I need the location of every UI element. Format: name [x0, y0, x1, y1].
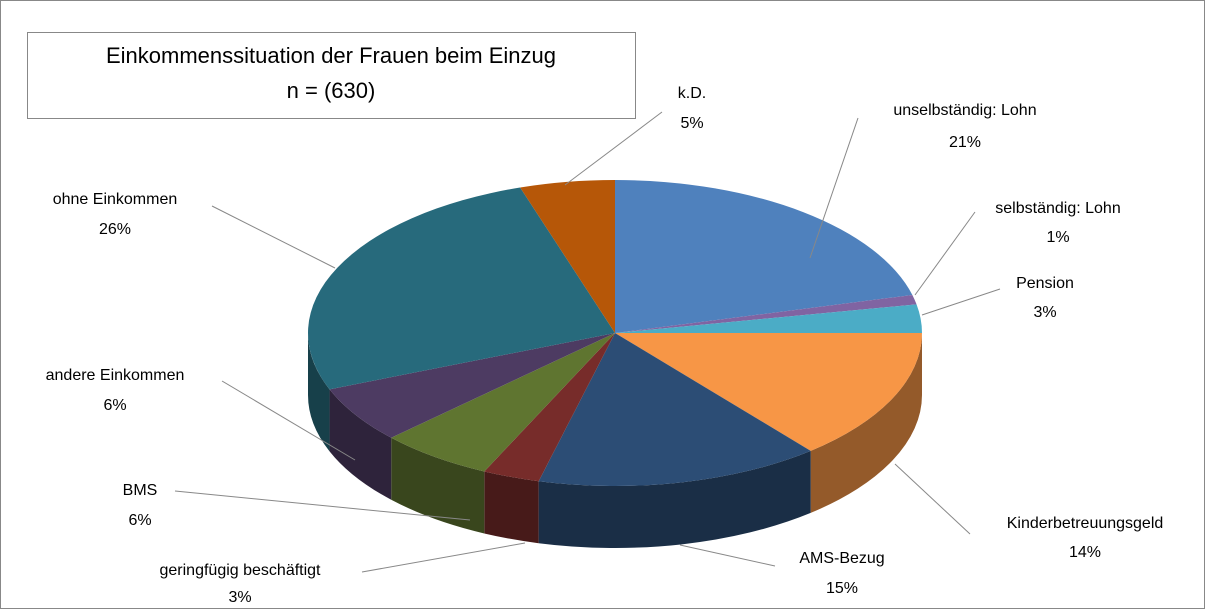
category-label: selbständig: Lohn [995, 200, 1120, 217]
leader-line [894, 463, 971, 535]
category-label: k.D. [678, 85, 706, 102]
category-label: Pension [1016, 275, 1074, 292]
slice [308, 187, 615, 390]
value-label: 14% [1069, 544, 1101, 561]
value-label: 15% [826, 580, 858, 597]
leader-line [211, 205, 336, 269]
chart-subtitle: n = (630) [287, 78, 376, 103]
value-label: 1% [1046, 229, 1069, 246]
category-label: AMS-Bezug [799, 550, 884, 567]
chart-title: Einkommenssituation der Frauen beim Einz… [106, 43, 556, 68]
slice-side [391, 437, 485, 534]
leader-line [221, 380, 356, 461]
slice [391, 333, 615, 472]
leader-line [564, 111, 663, 186]
value-label: 6% [128, 512, 151, 529]
slice-side [810, 333, 922, 513]
slice-side [538, 450, 811, 548]
slice [538, 333, 811, 486]
slice [615, 179, 913, 333]
category-label: andere Einkommen [46, 367, 185, 384]
value-label: 26% [99, 221, 131, 238]
category-label: BMS [123, 482, 158, 499]
leader-line [679, 544, 776, 567]
value-label: 6% [103, 397, 126, 414]
slice-side [484, 471, 539, 544]
value-label: 3% [1033, 304, 1056, 321]
category-label: Kinderbetreuungsgeld [1007, 515, 1164, 532]
slice [615, 304, 922, 333]
title-box [27, 32, 636, 119]
leader-line [921, 288, 1001, 316]
value-label: 21% [949, 134, 981, 151]
slice [615, 294, 917, 333]
category-label: ohne Einkommen [53, 191, 178, 208]
category-label: geringfügig beschäftigt [160, 562, 322, 579]
slice [520, 180, 615, 333]
value-label: 3% [228, 589, 251, 606]
category-label: unselbständig: Lohn [893, 102, 1036, 119]
leader-line [361, 542, 526, 573]
slice [329, 333, 615, 438]
leader-line [809, 117, 859, 259]
slice [484, 333, 615, 482]
slice [615, 333, 922, 451]
leader-line [174, 490, 471, 521]
value-label: 5% [680, 115, 703, 132]
leader-line [914, 211, 976, 296]
slice-side [308, 333, 330, 452]
slice-side [329, 389, 392, 500]
